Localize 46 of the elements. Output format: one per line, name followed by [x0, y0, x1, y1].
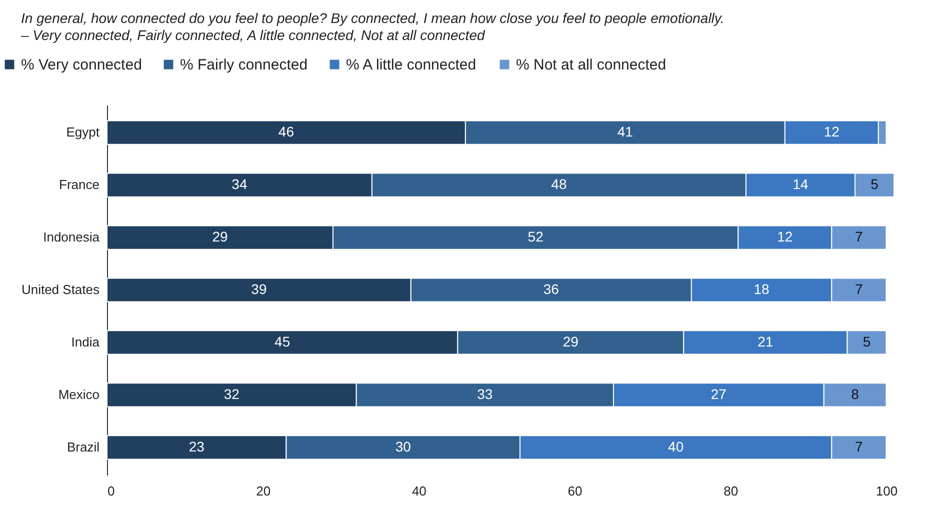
x-tick-label: 60	[568, 484, 582, 498]
legend-label: % Very connected	[21, 56, 142, 74]
legend-label: % Fairly connected	[180, 56, 308, 74]
data-label: 7	[855, 281, 864, 297]
data-label: 14	[792, 176, 808, 192]
data-label: 52	[528, 228, 544, 245]
data-label: 30	[395, 438, 412, 454]
data-label: 40	[668, 438, 684, 454]
data-label: 21	[758, 333, 774, 350]
data-label: 45	[274, 333, 290, 350]
data-label: 48	[551, 176, 567, 192]
x-tick-label: 0	[108, 484, 115, 498]
y-tick-label: Mexico	[58, 386, 100, 402]
data-label: 34	[232, 176, 248, 192]
x-tick-label: 40	[412, 484, 426, 498]
y-tick-label: France	[59, 177, 100, 192]
y-tick-label: Egypt	[66, 124, 100, 140]
legend-label: % A little connected	[346, 56, 476, 74]
data-label: 29	[562, 333, 579, 350]
data-label: 5	[862, 333, 871, 350]
data-label: 5	[870, 176, 879, 192]
y-tick-label: Brazil	[66, 439, 100, 454]
data-label: 18	[754, 281, 770, 297]
x-tick-label: 20	[256, 484, 271, 498]
legend-label: % Not at all connected	[516, 56, 666, 74]
data-label: 33	[477, 386, 493, 402]
chart-subtitle: – Very connected, Fairly connected, A little connected, Not at all connected	[20, 27, 486, 43]
y-tick-label: United States	[21, 282, 100, 297]
data-label: 41	[617, 124, 634, 140]
y-tick-label: India	[71, 334, 100, 350]
data-label: 23	[188, 438, 205, 454]
data-label: 46	[278, 124, 294, 140]
x-tick-label: 80	[724, 484, 738, 498]
data-label: 27	[710, 386, 727, 402]
x-tick-label: 100	[876, 484, 898, 498]
data-label: 32	[224, 386, 240, 402]
data-label: 7	[855, 438, 864, 454]
data-label: 7	[855, 228, 864, 245]
chart-title: In general, how connected do you feel to people? By connected, I mean how close you feel to people emotionally.	[20, 10, 724, 26]
data-label: 39	[251, 281, 267, 297]
data-label: 12	[777, 228, 793, 245]
data-label: 29	[212, 228, 228, 245]
data-label: 12	[824, 124, 840, 140]
data-label: 36	[543, 281, 560, 297]
data-label: 8	[851, 386, 860, 402]
y-tick-label: Indonesia	[43, 230, 100, 245]
